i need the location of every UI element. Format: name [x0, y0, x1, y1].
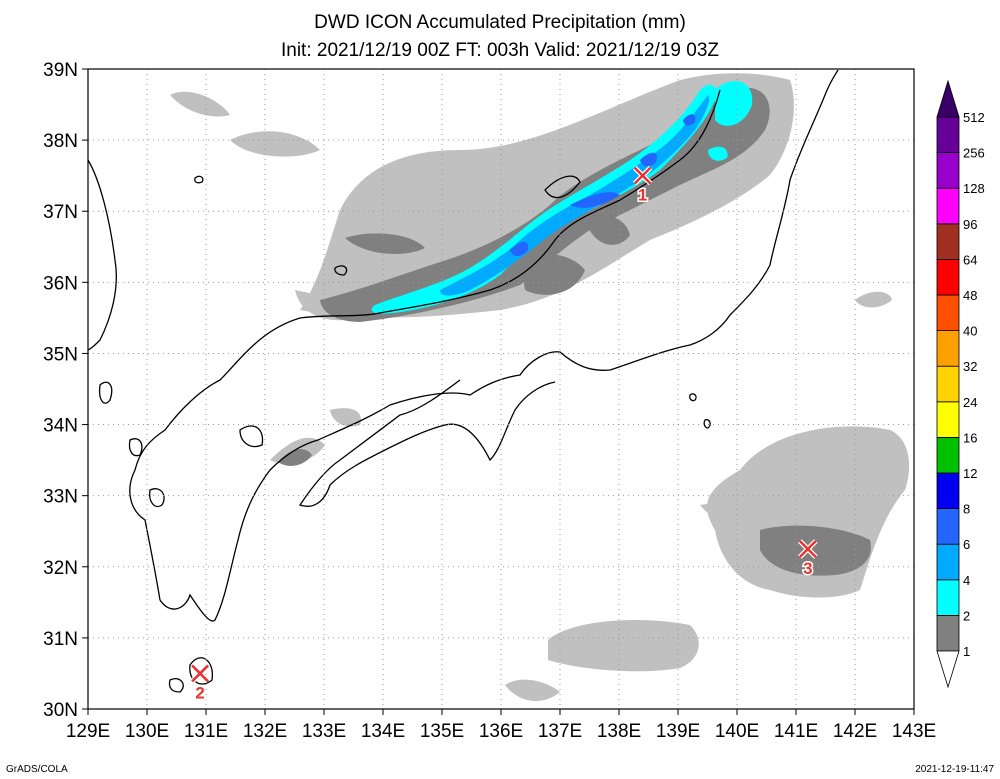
colorbar-label: 256	[963, 146, 985, 161]
colorbar-low-triangle	[936, 650, 960, 689]
coastlines	[87, 69, 839, 693]
chart-title: DWD ICON Accumulated Precipitation (mm)	[314, 12, 686, 33]
y-tick-label: 33N	[43, 487, 78, 508]
colorbar-high-triangle	[936, 79, 960, 118]
colorbar-label: 6	[963, 537, 970, 552]
marker-label: 2	[195, 683, 204, 702]
marker-x	[798, 540, 817, 558]
colorbar-label: 128	[963, 181, 985, 196]
marker-label: 1	[638, 186, 647, 205]
x-tick-label: 140E	[715, 721, 759, 742]
colorbar-label: 1	[963, 644, 970, 659]
colorbar-label: 96	[963, 217, 977, 232]
colorbar-label: 8	[963, 502, 970, 517]
x-tick-label: 129E	[66, 721, 110, 742]
x-tick-label: 143E	[892, 721, 936, 742]
colorbar-label: 4	[963, 573, 970, 588]
lat-lon-grid	[88, 69, 914, 709]
y-tick-label: 30N	[43, 700, 78, 721]
colorbar-box	[936, 579, 960, 616]
y-tick-label: 32N	[43, 558, 78, 579]
y-tick-label: 37N	[43, 202, 78, 223]
y-tick-label: 38N	[43, 131, 78, 152]
x-tick-label: 138E	[597, 721, 641, 742]
colorbar-box	[936, 436, 960, 474]
colorbar-box	[936, 294, 960, 331]
x-tick-label: 142E	[833, 721, 877, 742]
map-plot-area	[87, 68, 915, 710]
colorbar-label: 64	[963, 252, 977, 267]
colorbar-label: 16	[963, 430, 977, 445]
station-marker: 2	[190, 663, 210, 704]
chart-subtitle: Init: 2021/12/19 00Z FT: 003h Valid: 202…	[281, 40, 719, 61]
colorbar-box	[936, 330, 960, 367]
colorbar-label: 12	[963, 466, 977, 481]
precip-4mm-areas	[371, 81, 753, 314]
footer-software: GrADS/COLA	[6, 764, 68, 775]
colorbar-label: 24	[963, 395, 977, 410]
colorbar-label: 2	[963, 608, 970, 623]
colorbar-box	[936, 508, 960, 545]
marker-x	[191, 664, 209, 683]
station-markers: 1 2 3	[190, 165, 818, 704]
y-tick-label: 36N	[43, 273, 78, 294]
x-tick-label: 136E	[479, 721, 523, 742]
colorbar-box	[936, 543, 960, 581]
marker-label: 3	[803, 559, 812, 578]
precip-8mm-areas	[510, 114, 696, 256]
x-tick-label: 130E	[125, 721, 169, 742]
colorbar-label: 48	[963, 288, 977, 303]
x-tick-label: 131E	[184, 721, 228, 742]
station-marker: 1	[632, 165, 653, 206]
x-tick-label: 134E	[361, 721, 405, 742]
x-tick-label: 137E	[538, 721, 582, 742]
colorbar-label: 40	[963, 324, 977, 339]
y-tick-label: 31N	[43, 629, 78, 650]
colorbar-label: 512	[963, 110, 985, 125]
x-tick-label: 135E	[420, 721, 464, 742]
colorbar-box	[936, 187, 960, 225]
x-tick-label: 139E	[656, 721, 700, 742]
colorbar-box	[936, 152, 960, 189]
footer-timestamp: 2021-12-19-11:47	[915, 764, 994, 775]
colorbar-box	[936, 401, 960, 438]
x-tick-label: 132E	[243, 721, 287, 742]
y-tick-label: 35N	[43, 344, 78, 365]
colorbar-box	[936, 116, 960, 153]
y-tick-label: 34N	[43, 416, 78, 437]
colorbar-box	[936, 472, 960, 509]
y-axis-ticks: 30N 31N 32N 33N 34N 35N 36N 37N 38N 39N	[43, 60, 88, 721]
marker-x	[633, 166, 652, 185]
colorbar-box	[936, 365, 960, 403]
colorbar-box	[936, 258, 960, 296]
colorbar-box	[936, 223, 960, 260]
x-tick-label: 133E	[302, 721, 346, 742]
x-axis-ticks: 129E 130E 131E 132E 133E 134E 135E 136E 137E 138E…	[66, 709, 936, 742]
colorbar-label: 32	[963, 359, 977, 374]
colorbar-box	[936, 615, 960, 652]
y-tick-label: 39N	[43, 60, 78, 81]
station-marker: 3	[798, 539, 818, 580]
x-tick-label: 141E	[774, 721, 818, 742]
